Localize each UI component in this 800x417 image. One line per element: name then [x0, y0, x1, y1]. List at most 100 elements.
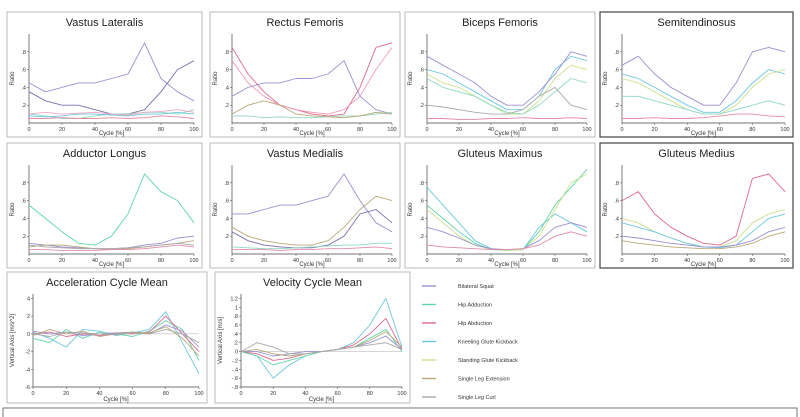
x-tick-label: 40	[96, 391, 102, 397]
x-tick-label: 60	[325, 127, 331, 133]
x-tick-label: 100	[582, 127, 591, 133]
panel-frame	[404, 11, 596, 138]
x-tick-label: 60	[325, 258, 331, 264]
x-axis-label: Cycle [%]	[299, 131, 325, 137]
series-line-5	[28, 111, 195, 118]
legend-item-hip-adduction: Hip Adduction	[422, 303, 492, 309]
y-tick-label: .2	[21, 103, 26, 109]
x-axis-label: Cycle [%]	[494, 262, 520, 268]
y-tick-label: .2	[224, 103, 229, 109]
x-tick-label: 60	[520, 127, 526, 133]
series-line-1	[621, 46, 786, 106]
series-line-2	[621, 69, 786, 113]
series-line-1	[28, 173, 195, 246]
legend-item-single-leg-extension: Single Leg Extension	[422, 377, 510, 383]
y-tick-label: .4	[419, 216, 424, 222]
panel-rectus-femoris: Rectus Femoris 0 20 40 60 80 100 .2 .4 .6 .8 Cycle …	[209, 11, 401, 138]
x-tick-label: 60	[125, 127, 131, 133]
legend-item-bilateral-squat: Bilateral Squat	[422, 284, 494, 290]
x-tick-label: 20	[261, 258, 267, 264]
x-tick-label: 80	[367, 391, 373, 397]
x-tick-label: 80	[749, 127, 755, 133]
y-tick-label: .6	[419, 199, 424, 205]
x-axis-label: Cycle [%]	[691, 131, 717, 137]
panel-title: Adductor Longus	[63, 148, 147, 160]
y-tick-label: .4	[614, 85, 619, 91]
panel-gluteus-maximus: Gluteus Maximus 0 20 40 60 80 100 .2 .4 .6 .8 Cycle…	[404, 142, 596, 269]
legend: Bilateral Squat Hip Adduction Hip Abductio…	[422, 284, 518, 401]
x-tick-label: 20	[270, 391, 276, 397]
y-tick-label: .4	[21, 85, 26, 91]
x-tick-label: 0	[230, 127, 233, 133]
series-line-4	[232, 111, 393, 119]
series-line-5	[622, 113, 786, 119]
x-tick-label: 20	[63, 391, 69, 397]
x-axis-label: Cycle [%]	[691, 262, 717, 268]
y-tick-label: .2	[614, 103, 619, 109]
x-tick-label: 60	[520, 258, 526, 264]
x-axis-label: Cycle [%]	[299, 262, 325, 268]
panel-frame	[599, 11, 794, 138]
panel-vastus-medialis: Vastus Medialis 0 20 40 60 80 100 .2 .4 .6 .8 Cycle…	[209, 142, 401, 269]
x-tick-label: 40	[488, 258, 494, 264]
y-axis-label: Ratio	[603, 71, 609, 86]
series-line-6	[32, 328, 200, 344]
y-tick-label: .4	[233, 332, 238, 338]
panel-vastus-lateralis: Vastus Lateralis 0 20 40 60 80 100 .2 .4 .6 .8 Cycl…	[6, 11, 203, 138]
x-tick-label: 80	[749, 258, 755, 264]
y-tick-label: .4	[614, 216, 619, 222]
x-tick-label: 40	[293, 258, 299, 264]
y-tick-label: .6	[614, 199, 619, 205]
panel-frame	[599, 142, 794, 269]
y-tick-label: .2	[614, 234, 619, 240]
x-axis-label: Cycle [%]	[103, 397, 129, 403]
panel-semitendinosus: Semitendinosus 0 20 40 60 80 100 .2 .4 .6 .8 Cycle …	[599, 11, 794, 138]
x-tick-label: 60	[130, 391, 136, 397]
y-axis-label: Vertical Axis [m/s]	[218, 317, 224, 364]
x-tick-label: 20	[652, 258, 658, 264]
y-tick-label: .2	[419, 234, 424, 240]
y-tick-label: .6	[233, 323, 238, 329]
y-axis-label: Ratio	[10, 202, 16, 217]
panel-frame	[404, 142, 596, 269]
panel-frame	[6, 142, 203, 269]
y-tick-label: .6	[224, 68, 229, 74]
y-tick-label: -2	[25, 350, 30, 356]
x-tick-label: 0	[425, 127, 428, 133]
x-tick-label: 40	[92, 258, 98, 264]
bottom-frame	[2, 407, 798, 417]
y-tick-label: 1.2	[230, 296, 238, 302]
y-tick-label: .4	[21, 216, 26, 222]
y-tick-label: .6	[419, 68, 424, 74]
y-tick-label: 2	[27, 314, 30, 320]
series-line-5	[28, 242, 195, 250]
panel-biceps-femoris: Biceps Femoris 0 20 40 60 80 100 .2 .4 .6 .8 Cycle …	[404, 11, 596, 138]
panel-title: Vastus Medialis	[267, 148, 344, 160]
series-line-6	[28, 109, 195, 116]
series-line-2	[231, 195, 393, 246]
y-tick-label: .4	[224, 216, 229, 222]
panel-title: Rectus Femoris	[266, 17, 344, 29]
series-line-3	[426, 173, 588, 251]
series-line-6	[240, 342, 403, 355]
x-tick-label: 20	[456, 258, 462, 264]
x-tick-label: 100	[387, 127, 396, 133]
y-tick-label: 0	[235, 350, 238, 356]
x-axis-label: Cycle [%]	[309, 397, 335, 403]
x-tick-label: 0	[27, 258, 30, 264]
series-line-1	[231, 42, 393, 117]
x-tick-label: 100	[189, 127, 198, 133]
series-line-5	[426, 231, 588, 251]
series-line-4	[29, 115, 195, 119]
y-tick-label: .6	[224, 199, 229, 205]
legend-item-single-leg-curl: Single Leg Curl	[422, 395, 496, 401]
y-tick-label: .4	[224, 85, 229, 91]
x-tick-label: 80	[158, 258, 164, 264]
x-tick-label: 40	[92, 127, 98, 133]
y-tick-label: -6	[25, 385, 30, 391]
x-tick-label: 0	[239, 391, 242, 397]
y-tick-label: -4	[25, 367, 30, 373]
y-tick-label: 1	[235, 305, 238, 311]
y-tick-label: .8	[614, 50, 619, 56]
